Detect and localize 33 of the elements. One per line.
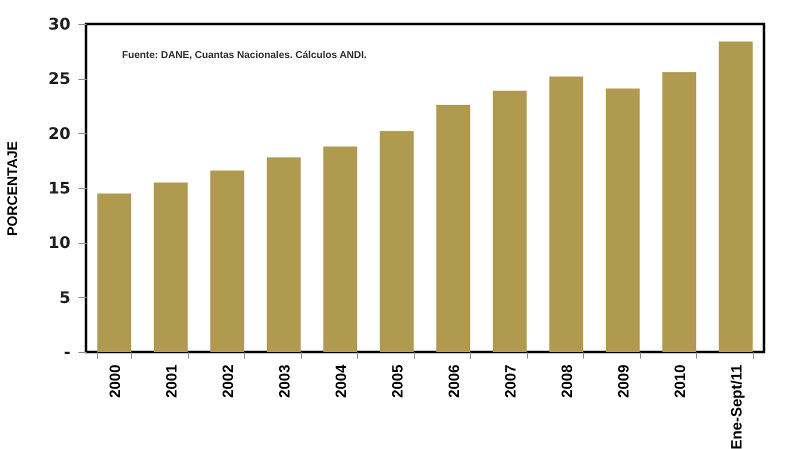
bar — [718, 41, 753, 352]
y-axis-title: PORCENTAJE — [4, 141, 20, 236]
bar — [323, 146, 358, 352]
bar — [436, 104, 470, 352]
x-tick-label: 2003 — [276, 364, 294, 398]
y-tick-label: 15 — [48, 178, 70, 198]
y-tick-label: - — [64, 342, 70, 362]
bar — [662, 72, 696, 352]
y-tick-label: 30 — [48, 14, 70, 34]
x-tick-label: 2008 — [558, 364, 576, 398]
x-tick-label: 2006 — [446, 364, 463, 398]
x-tick-label: 2004 — [332, 364, 350, 398]
x-tick-label: 2001 — [163, 364, 180, 398]
bar — [606, 88, 640, 352]
x-tick-label: 2005 — [389, 364, 406, 398]
bar — [97, 193, 132, 352]
y-tick-label: 25 — [48, 69, 70, 88]
bar — [380, 131, 414, 352]
x-tick-label: 2010 — [672, 364, 689, 398]
x-tick-label: 2009 — [615, 364, 632, 398]
y-tick-label: 10 — [48, 233, 70, 252]
bar — [549, 76, 584, 352]
x-tick-label: Ene-Sept/11 — [728, 364, 746, 449]
bar — [492, 90, 527, 352]
y-tick-label: 5 — [59, 288, 70, 307]
annotation: Fuente: DANE, Cuantas Nacionales. Cálculos ANDI. — [122, 50, 367, 61]
x-tick-label: 2002 — [220, 364, 237, 398]
bar — [266, 157, 301, 352]
bar — [210, 170, 244, 352]
y-tick-label: 20 — [48, 124, 70, 143]
bar — [154, 182, 188, 352]
x-tick-label: 2007 — [502, 364, 520, 398]
x-tick-label: 2000 — [106, 364, 124, 398]
